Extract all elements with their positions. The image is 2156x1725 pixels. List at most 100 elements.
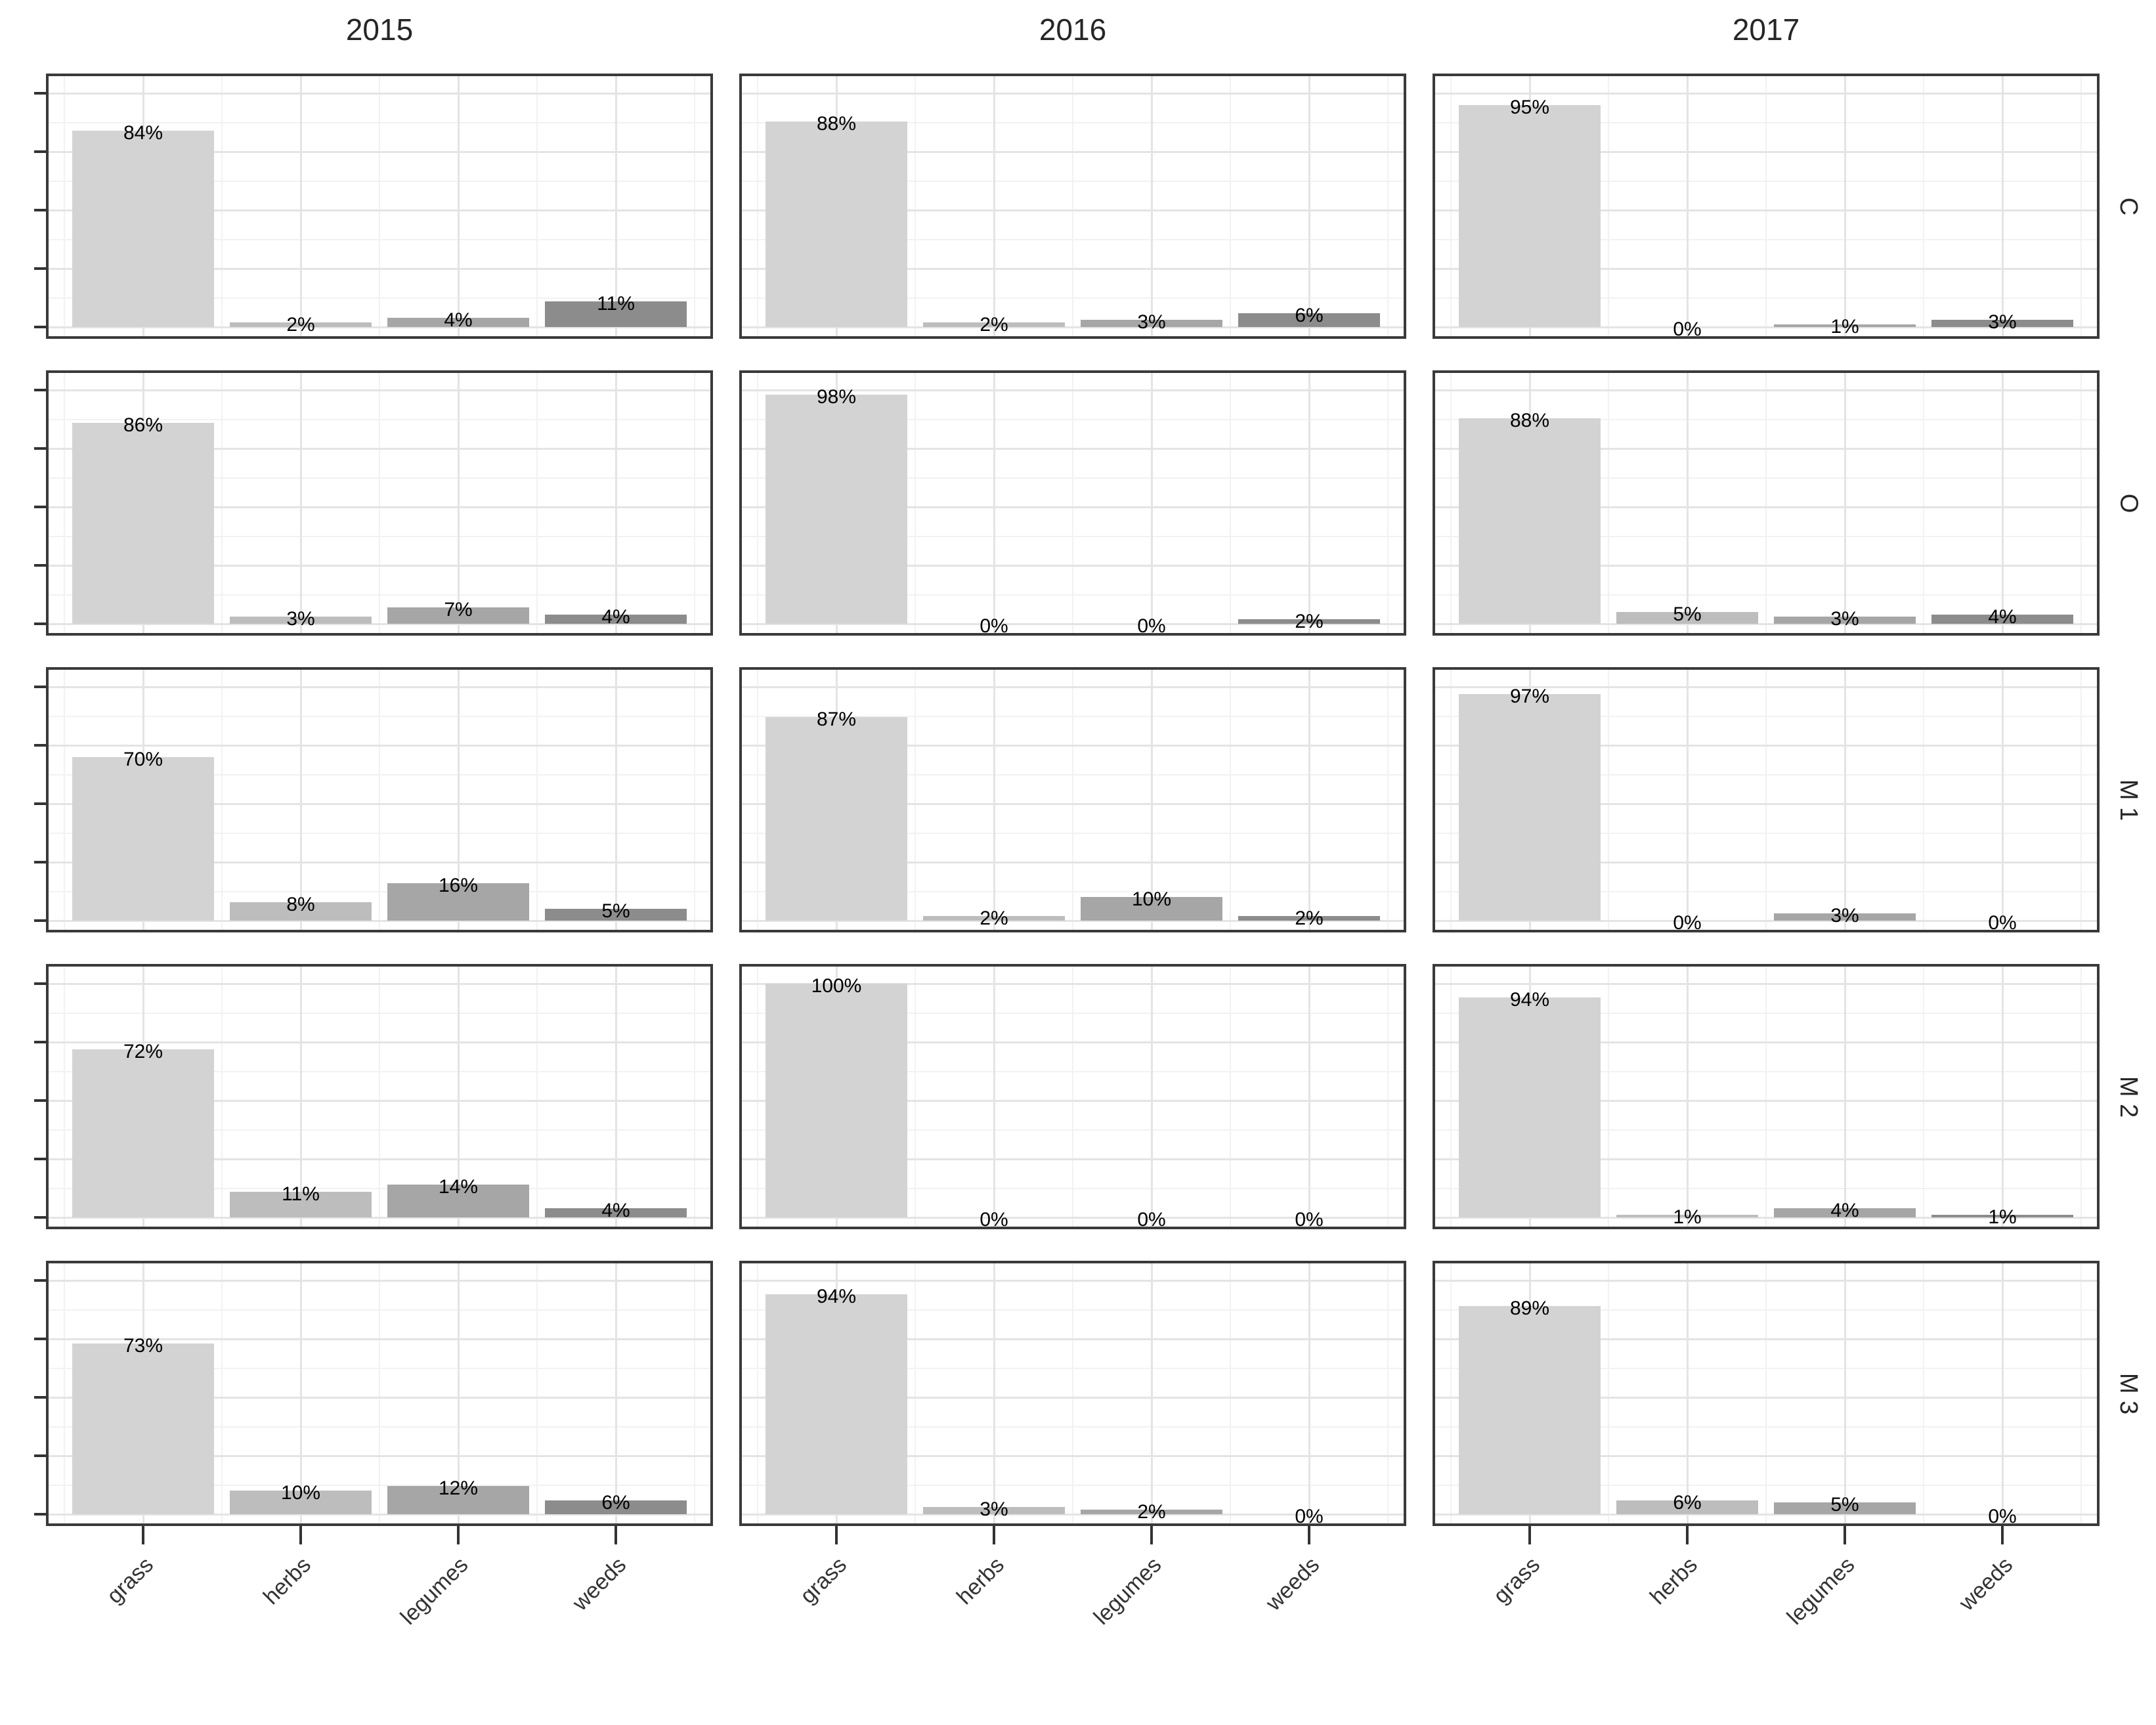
bar-legumes xyxy=(387,1185,529,1217)
bar-herbs xyxy=(230,322,372,327)
bar-value-label-legumes: 10% xyxy=(1131,888,1172,911)
gridline-major xyxy=(742,268,1404,270)
x-axis-label-weeds: weeds xyxy=(1954,1552,2017,1616)
bar-grass xyxy=(765,984,907,1217)
gridline-major xyxy=(742,326,1404,328)
gridline-major xyxy=(742,1338,1404,1340)
bar-grass xyxy=(765,717,907,921)
gridline-minor xyxy=(221,967,223,1227)
facet-panel-M3-2016: 94% 3% 2% 0% xyxy=(739,1261,1406,1526)
y-axis-tick xyxy=(34,982,46,985)
bar-value-label-legumes: 16% xyxy=(438,875,479,897)
gridline-major xyxy=(1151,76,1153,336)
bar-value-label-herbs: 0% xyxy=(980,615,1008,636)
bar-value-label-legumes: 4% xyxy=(1830,1199,1859,1221)
bar-legumes xyxy=(387,317,529,327)
gridline-major xyxy=(1308,967,1310,1227)
bar-weeds xyxy=(545,1208,687,1217)
gridline-minor xyxy=(915,76,916,336)
bar-value-label-legumes: 0% xyxy=(1137,1209,1166,1229)
gridline-major xyxy=(993,967,995,1227)
bar-value-label-legumes: 5% xyxy=(1830,1494,1859,1516)
bar-value-label-weeds: 4% xyxy=(601,605,630,628)
gridline-minor xyxy=(1230,1263,1231,1523)
gridline-minor xyxy=(1608,967,1609,1227)
bar-value-label-weeds: 6% xyxy=(1295,304,1324,326)
gridline-major xyxy=(742,1158,1404,1160)
gridline-major xyxy=(49,623,710,625)
y-axis-tick xyxy=(34,1158,46,1160)
gridline-minor xyxy=(1923,1263,1924,1523)
gridline-major xyxy=(1844,76,1846,336)
gridline-major xyxy=(742,1397,1404,1399)
y-axis-tick xyxy=(34,1216,46,1219)
gridline-major xyxy=(49,862,710,863)
bar-value-label-weeds: 4% xyxy=(1988,605,2017,628)
y-axis-tick xyxy=(34,744,46,747)
facet-panel-O-2016: 98% 0% 0% 2% xyxy=(739,370,1406,636)
x-axis-tick xyxy=(993,1526,995,1544)
gridline-major xyxy=(1435,1041,2097,1043)
bar-value-label-legumes: 3% xyxy=(1830,608,1859,630)
facet-row-strip-M3: M 3 xyxy=(2105,1261,2152,1526)
gridline-major xyxy=(2002,373,2004,633)
gridline-major xyxy=(300,373,302,633)
facet-panel-M3-2017: 89% 6% 5% 0% xyxy=(1433,1261,2100,1526)
bar-legumes xyxy=(1774,324,1916,327)
gridline-major xyxy=(742,1100,1404,1102)
gridline-major xyxy=(1435,686,2097,688)
bar-value-label-grass: 95% xyxy=(1509,96,1550,118)
x-axis-tick xyxy=(835,1526,838,1544)
bar-value-label-grass: 94% xyxy=(816,1286,857,1308)
gridline-major xyxy=(742,506,1404,508)
gridline-minor xyxy=(1450,967,1452,1227)
x-axis-label-weeds: weeds xyxy=(567,1552,631,1616)
gridline-major xyxy=(49,1158,710,1160)
facet-panel-M1-2016: 87% 2% 10% 2% xyxy=(739,667,1406,932)
gridline-major xyxy=(1844,373,1846,633)
gridline-minor xyxy=(694,1263,695,1523)
bar-grass xyxy=(72,756,214,921)
gridline-minor xyxy=(1387,967,1389,1227)
gridline-minor xyxy=(64,670,65,930)
bar-value-label-weeds: 0% xyxy=(1988,912,2017,932)
facet-panel-M2-2017: 94% 1% 4% 1% xyxy=(1433,964,2100,1229)
bar-value-label-grass: 70% xyxy=(123,748,163,770)
gridline-major xyxy=(742,209,1404,211)
gridline-major xyxy=(742,1217,1404,1219)
gridline-major xyxy=(1687,76,1689,336)
gridline-major xyxy=(49,506,710,508)
gridline-major xyxy=(1435,803,2097,805)
gridline-minor xyxy=(1923,76,1924,336)
gridline-minor xyxy=(379,967,380,1227)
gridline-minor xyxy=(2081,373,2082,633)
gridline-major xyxy=(1308,76,1310,336)
gridline-minor xyxy=(1608,76,1609,336)
gridline-major xyxy=(742,803,1404,805)
bar-value-label-grass: 88% xyxy=(1509,409,1550,431)
gridline-minor xyxy=(1923,967,1924,1227)
bar-grass xyxy=(72,422,214,624)
gridline-major xyxy=(458,76,460,336)
bar-value-label-grass: 98% xyxy=(816,386,857,408)
x-axis-label-grass: grass xyxy=(1488,1552,1545,1609)
bar-value-label-weeds: 3% xyxy=(1988,311,2017,334)
gridline-minor xyxy=(1230,967,1231,1227)
gridline-major xyxy=(742,1514,1404,1516)
bar-value-label-weeds: 2% xyxy=(1295,907,1324,929)
bar-value-label-herbs: 0% xyxy=(1673,912,1702,932)
gridline-minor xyxy=(536,76,538,336)
gridline-minor xyxy=(694,967,695,1227)
bar-value-label-grass: 72% xyxy=(123,1040,163,1062)
bar-value-label-grass: 89% xyxy=(1509,1298,1550,1320)
gridline-major xyxy=(1687,670,1689,930)
gridline-major xyxy=(49,326,710,328)
gridline-major xyxy=(993,76,995,336)
gridline-major xyxy=(49,1041,710,1043)
gridline-major xyxy=(1435,623,2097,625)
x-axis-tick xyxy=(1308,1526,1310,1544)
bar-herbs xyxy=(923,1507,1065,1514)
gridline-major xyxy=(615,967,617,1227)
bar-value-label-grass: 73% xyxy=(123,1335,163,1357)
bar-weeds xyxy=(545,614,687,624)
